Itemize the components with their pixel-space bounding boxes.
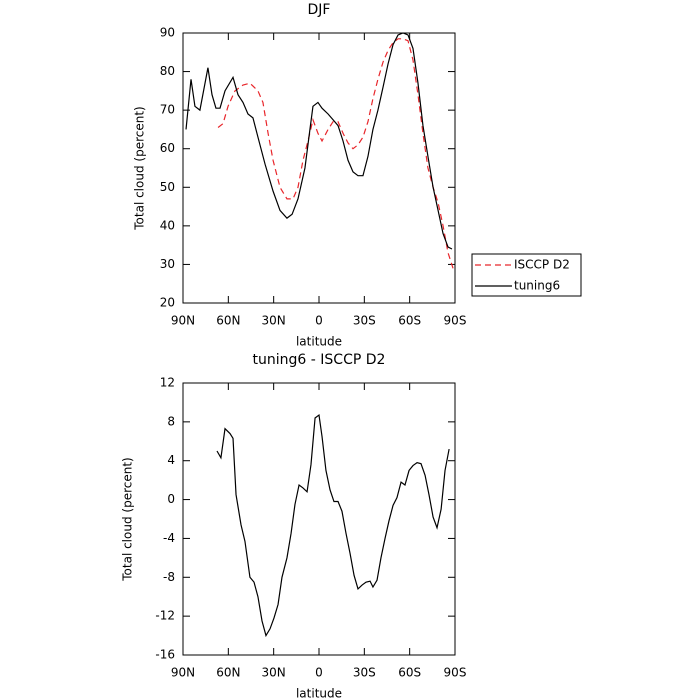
y-tick-label: -8 [163, 570, 175, 584]
y-tick-label: -4 [163, 531, 175, 545]
series-line [216, 413, 450, 638]
x-tick-label: 30N [262, 666, 286, 680]
y-tick-label: 80 [160, 64, 175, 78]
x-tick-label: 0 [315, 314, 323, 328]
plot-frame [182, 382, 456, 656]
x-tick-label: 30S [353, 314, 376, 328]
y-axis-label: Total cloud (percent) [121, 457, 135, 581]
legend-label: tuning6 [514, 279, 560, 293]
x-tick-label: 0 [315, 666, 323, 680]
x-tick-label: 60S [398, 666, 421, 680]
chart-title: tuning6 - ISCCP D2 [253, 352, 386, 368]
x-tick-label: 60S [398, 314, 421, 328]
x-tick-label: 60N [216, 314, 240, 328]
series-line [185, 32, 453, 250]
x-tick-label: 90N [171, 314, 195, 328]
x-tick-label: 30N [262, 314, 286, 328]
x-axis-label: latitude [296, 687, 342, 700]
plot-frame [182, 32, 456, 304]
y-tick-label: 30 [160, 257, 175, 271]
y-tick-label: 50 [160, 180, 175, 194]
y-tick-label: 90 [160, 26, 175, 40]
y-tick-label: 12 [160, 376, 175, 390]
x-axis-label: latitude [296, 335, 342, 349]
y-tick-label: 8 [167, 414, 175, 428]
y-tick-label: 60 [160, 141, 175, 155]
y-tick-label: 0 [167, 492, 175, 506]
y-tick-label: 20 [160, 296, 175, 310]
y-tick-label: 40 [160, 218, 175, 232]
y-tick-label: 70 [160, 103, 175, 117]
y-tick-label: 4 [167, 453, 175, 467]
chart-title: DJF [308, 2, 331, 18]
legend-label: ISCCP D2 [514, 258, 570, 272]
x-tick-label: 90S [444, 666, 467, 680]
x-tick-label: 30S [353, 666, 376, 680]
y-axis-label: Total cloud (percent) [133, 106, 147, 230]
y-tick-label: -16 [155, 648, 175, 662]
y-tick-label: -12 [155, 609, 175, 623]
legend-box [471, 253, 582, 297]
x-tick-label: 90S [444, 314, 467, 328]
series-line [217, 38, 454, 269]
x-tick-label: 90N [171, 666, 195, 680]
x-tick-label: 60N [216, 666, 240, 680]
